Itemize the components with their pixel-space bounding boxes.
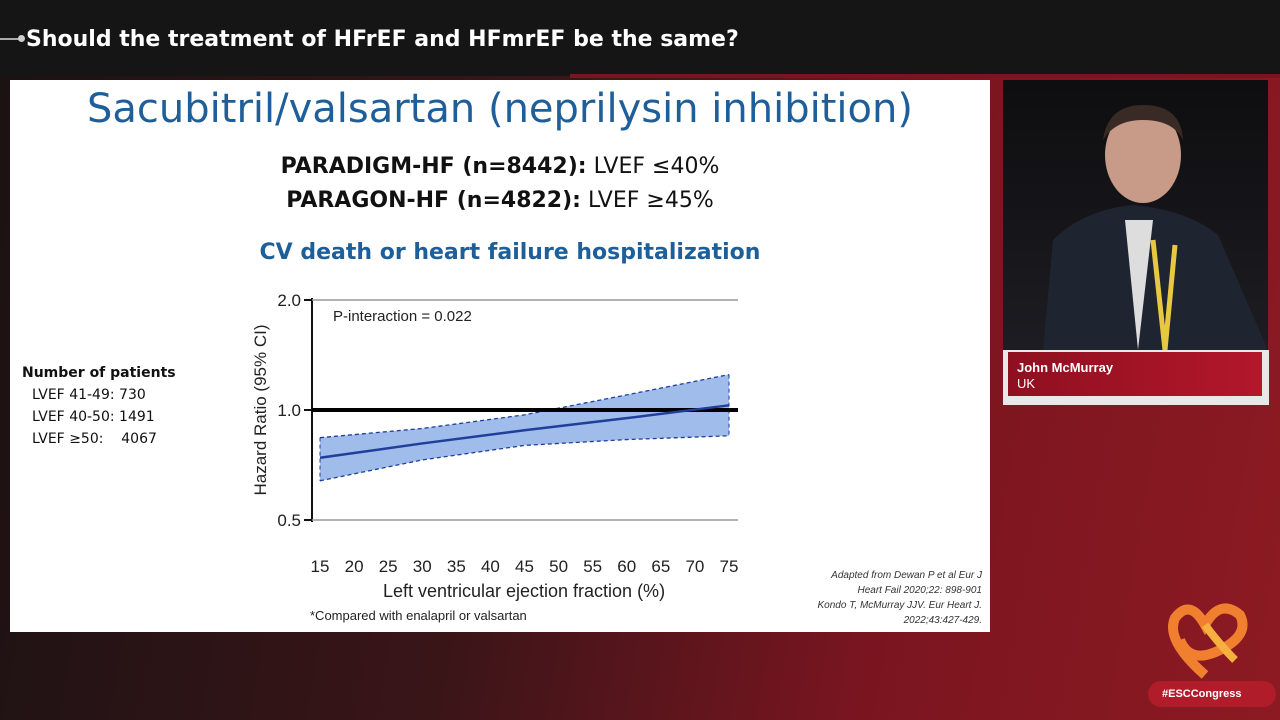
trial-paradigm: PARADIGM-HF (n=8442): LVEF ≤40% [10, 154, 990, 179]
y-axis-label: Hazard Ratio (95% CI) [251, 324, 270, 495]
y-tick-label: 2.0 [277, 291, 301, 310]
patients-row: LVEF ≥50: 4067 [32, 431, 157, 447]
speaker-name: John McMurray [1017, 360, 1114, 375]
x-tick-label: 30 [413, 557, 432, 576]
hazard-ratio-chart: 0.5 1.0 2.0 15 20 25 30 35 40 45 50 55 60 65 70 75 Haza… [251, 291, 739, 601]
chart-title: CV death or heart failure hospitalizatio… [259, 240, 761, 265]
references: Adapted from Dewan P et al Eur J Heart F… [818, 568, 983, 628]
x-tick-label: 15 [311, 557, 330, 576]
bullet-icon [0, 35, 25, 42]
trial-criterion: LVEF ≥45% [587, 188, 714, 213]
confidence-band [320, 374, 729, 481]
y-tick-label: 1.0 [277, 401, 301, 420]
hazard-ratio-line [319, 404, 730, 460]
trial-paragon: PARAGON-HF (n=4822): LVEF ≥45% [10, 188, 990, 213]
x-tick-label: 40 [481, 557, 500, 576]
x-tick-label: 60 [617, 557, 636, 576]
reference-line: 2022;43:427-429. [903, 615, 982, 626]
speaker-name-card: John McMurray UK [1003, 350, 1269, 405]
trial-criterion: LVEF ≤40% [593, 154, 720, 179]
x-tick-label: 50 [549, 557, 568, 576]
reference-line: Adapted from Dewan P et al Eur J [831, 570, 982, 581]
x-tick-label: 35 [447, 557, 466, 576]
speaker-silhouette [1043, 105, 1268, 350]
patients-heading: Number of patients [22, 365, 176, 381]
y-tick-label: 0.5 [277, 511, 301, 530]
x-tick-label: 75 [720, 557, 739, 576]
x-tick-label: 65 [651, 557, 670, 576]
speaker-country: UK [1017, 376, 1036, 391]
x-tick-label: 45 [515, 557, 534, 576]
footnote: *Compared with enalapril or valsartan [310, 608, 527, 623]
x-tick-label: 70 [685, 557, 704, 576]
p-interaction: P-interaction = 0.022 [333, 308, 472, 325]
patient-counts: Number of patients LVEF 41-49: 730 LVEF … [22, 362, 176, 450]
x-tick-label: 20 [345, 557, 364, 576]
session-title: Should the treatment of HFrEF and HFmrEF… [26, 27, 739, 52]
patients-row: LVEF 40-50: 1491 [32, 409, 155, 425]
reference-line: Heart Fail 2020;22: 898-901 [857, 585, 982, 596]
top-bar: Should the treatment of HFrEF and HFmrEF… [0, 0, 1280, 78]
lower-ci-line [319, 435, 730, 482]
slide-title: Sacubitril/valsartan (neprilysin inhibit… [87, 86, 913, 132]
speaker-video [1003, 80, 1268, 350]
reference-line: Kondo T, McMurray JJV. Eur Heart J. [817, 600, 983, 611]
slide: Sacubitril/valsartan (neprilysin inhibit… [10, 80, 990, 632]
hashtag-badge: #ESCCongress [1148, 681, 1276, 707]
x-tick-label: 55 [583, 557, 602, 576]
x-tick-label: 25 [379, 557, 398, 576]
trial-name: PARADIGM-HF (n=8442): [280, 154, 587, 179]
upper-ci-line [319, 373, 730, 439]
esc-heart-logo [1168, 603, 1248, 679]
trial-name: PARAGON-HF (n=4822): [286, 188, 581, 213]
divider [570, 74, 1280, 78]
x-axis-label: Left ventricular ejection fraction (%) [383, 581, 665, 601]
patients-row: LVEF 41-49: 730 [32, 387, 146, 403]
